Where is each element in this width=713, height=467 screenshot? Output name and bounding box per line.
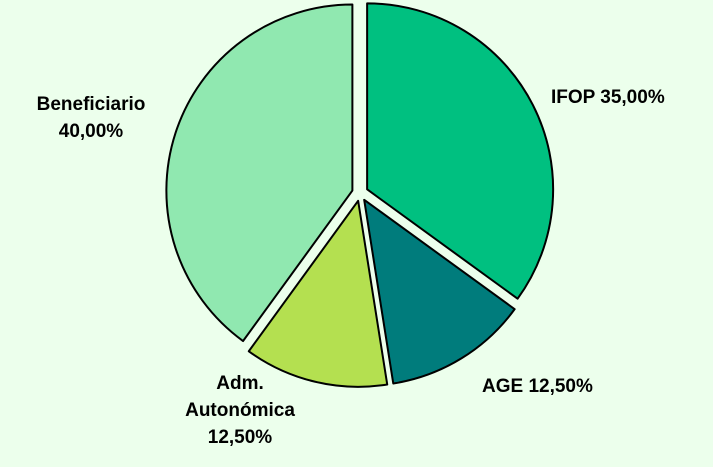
- pie-slice-adm-auton-mica: [247, 199, 389, 388]
- label-beneficiario-line-2: 40,00%: [58, 121, 124, 142]
- label-adm-autonomica-line-2: Autonómica: [185, 400, 295, 421]
- label-adm-autonomica-line-3: 12,50%: [207, 427, 273, 448]
- label-adm-autonomica-line-1: Adm.: [216, 373, 264, 394]
- pie-slices: [165, 2, 555, 388]
- pie-slice-age: [363, 198, 516, 385]
- label-ifop-line-1: IFOP 35,00%: [551, 87, 665, 108]
- label-age: AGE 12,50%: [482, 373, 593, 400]
- pie-slice-ifop: [366, 2, 555, 300]
- label-ifop: IFOP 35,00%: [551, 84, 665, 111]
- label-beneficiario: Beneficiario 40,00%: [16, 91, 166, 145]
- label-age-line-1: AGE 12,50%: [482, 376, 593, 397]
- label-beneficiario-line-1: Beneficiario: [36, 94, 146, 115]
- pie-slice-beneficiario: [165, 3, 354, 343]
- label-adm-autonomica: Adm. Autonómica 12,50%: [165, 370, 315, 451]
